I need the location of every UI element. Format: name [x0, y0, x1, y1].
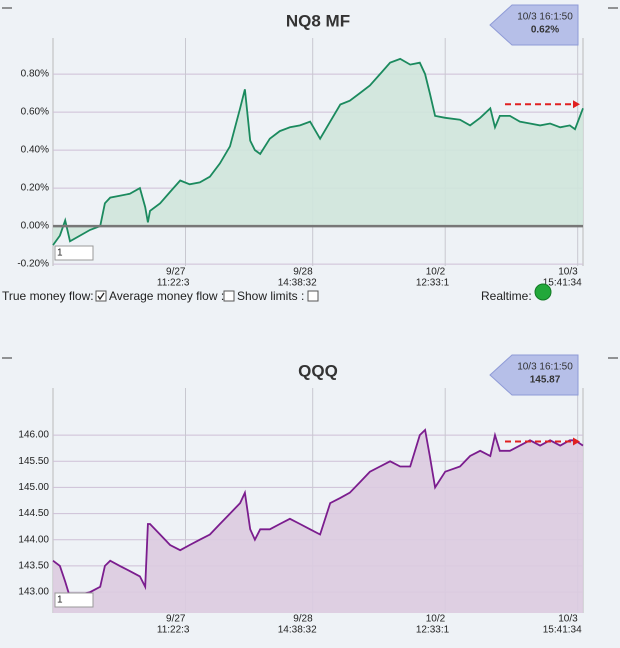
x-tick-label: 9/27	[166, 267, 186, 278]
label: True money flow:	[2, 289, 94, 303]
y-tick-label: 145.50	[18, 456, 49, 467]
callout-value: 145.87	[530, 375, 561, 386]
y-tick-label: 0.60%	[21, 107, 49, 118]
y-tick-label: 0.00%	[21, 221, 49, 232]
input-value: 1	[57, 595, 63, 606]
checkbox[interactable]	[95, 290, 107, 302]
x-tick-sublabel: 11:22:3	[157, 625, 190, 636]
y-tick-label: -0.20%	[17, 259, 49, 270]
y-tick-label: 0.40%	[21, 145, 49, 156]
label: Show limits :	[237, 289, 304, 303]
arrow-head	[573, 437, 580, 446]
x-tick-label: 9/28	[293, 614, 313, 625]
charts: NQ8 MF -0.20% 0.00% 0.20% 0.40% 0.60% 0.80% 9/2…	[17, 4, 584, 636]
y-tick-label: 144.00	[18, 534, 49, 545]
x-tick-sublabel: 15:41:34	[543, 625, 582, 636]
status-light	[534, 283, 552, 301]
y-tick-label: 143.50	[18, 561, 49, 572]
area	[53, 429, 583, 613]
y-tick-label: 143.00	[18, 587, 49, 598]
callout-value: 0.62%	[531, 25, 559, 36]
x-tick-sublabel: 12:33:1	[416, 278, 450, 289]
callout	[489, 4, 579, 46]
checkbox[interactable]	[223, 290, 235, 302]
callout	[489, 354, 579, 396]
x-tick-sublabel: 12:33:1	[416, 625, 450, 636]
checkbox[interactable]	[307, 290, 319, 302]
label: Realtime:	[481, 289, 532, 303]
arrow-head	[573, 100, 580, 109]
y-tick-label: 0.20%	[21, 183, 49, 194]
y-tick-label: 144.50	[18, 508, 49, 519]
x-tick-label: 9/28	[293, 267, 313, 278]
line	[52, 57, 584, 246]
callout-time: 10/3 16:1:50	[517, 12, 573, 23]
y-tick-label: 146.00	[18, 430, 49, 441]
check	[97, 292, 105, 301]
x-tick-label: 10/3	[558, 267, 578, 278]
area	[53, 58, 583, 246]
input-value: 1	[57, 248, 63, 259]
x-tick-label: 9/27	[166, 614, 186, 625]
input-box[interactable]	[54, 245, 94, 261]
chart-title: NQ8 MF	[286, 11, 350, 30]
x-tick-sublabel: 14:38:32	[278, 278, 317, 289]
x-tick-sublabel: 11:22:3	[157, 278, 190, 289]
y-tick-label: 0.80%	[21, 69, 49, 80]
callout-time: 10/3 16:1:50	[517, 362, 573, 373]
x-tick-label: 10/2	[426, 614, 446, 625]
chart-title: QQQ	[298, 361, 338, 380]
x-tick-sublabel: 14:38:32	[278, 625, 317, 636]
label: Average money flow :	[109, 289, 224, 303]
x-tick-label: 10/3	[558, 614, 578, 625]
y-tick-label: 145.00	[18, 482, 49, 493]
x-tick-sublabel: 15:41:34	[543, 278, 582, 289]
line	[52, 428, 584, 599]
input-box[interactable]	[54, 592, 94, 608]
x-tick-label: 10/2	[426, 267, 446, 278]
controls: True money flow: Average money flow : Sh…	[2, 283, 552, 303]
